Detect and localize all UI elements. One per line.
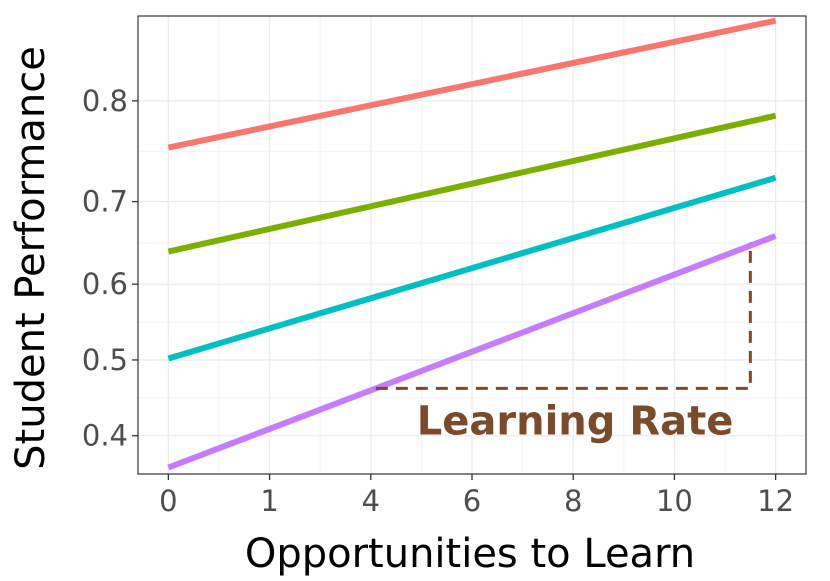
y-tick-label: 0.7 (82, 185, 128, 219)
annotation: Learning Rate (375, 242, 752, 444)
y-tick-label: 0.5 (82, 343, 128, 377)
x-tick-label: 1 (260, 484, 278, 518)
x-tick-label: 4 (362, 484, 380, 518)
axes: 0.4 0.5 0.6 0.7 0.8 0 1 4 6 8 10 12 (82, 84, 794, 518)
x-tick-label: 8 (564, 484, 582, 518)
series-line (167, 112, 777, 255)
y-tick-label: 0.4 (82, 419, 128, 453)
series-line (167, 233, 777, 471)
x-axis-title: Opportunities to Learn (245, 531, 695, 577)
series-lines (167, 17, 777, 471)
learning-rate-bracket (375, 242, 752, 390)
x-tick-label: 10 (656, 484, 693, 518)
series-line (167, 17, 777, 151)
series-line (167, 174, 777, 362)
y-tick-label: 0.6 (82, 267, 128, 301)
x-tick-label: 6 (463, 484, 481, 518)
learning-rate-label: Learning Rate (417, 398, 734, 444)
x-tick-label: 12 (757, 484, 794, 518)
x-tick-label: 0 (159, 484, 177, 518)
y-tick-label: 0.8 (82, 84, 128, 118)
y-axis-title: Student Performance (8, 46, 54, 470)
